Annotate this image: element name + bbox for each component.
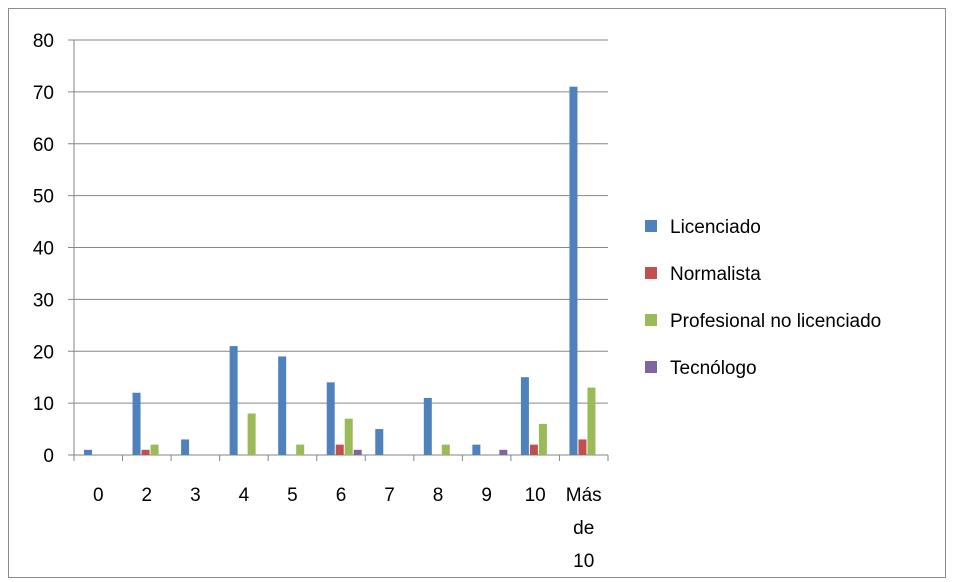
y-tick-label: 20 [33,342,54,363]
legend-label: Normalista [670,264,761,285]
y-tick-label: 80 [33,31,54,52]
bar-normalista [335,444,344,455]
legend-label: Tecnólogo [670,358,757,379]
x-tick-label: 10 [573,551,594,572]
legend: Licenciado Normalista Profesional no licen… [645,217,881,379]
bar-profesional-no-licenciado [150,444,159,455]
y-tick-labels: 0 10 20 30 40 50 60 70 80 [33,31,54,467]
bar-licenciado [181,439,190,455]
bar-licenciado [569,86,578,455]
bar-profesional-no-licenciado [247,413,256,455]
x-tick-label: 7 [384,485,395,506]
bar-profesional-no-licenciado [587,387,596,455]
y-tick-label: 40 [33,239,54,260]
x-tick-label: 3 [190,485,201,506]
legend-label: Profesional no licenciado [670,311,881,332]
legend-swatch [645,314,657,326]
x-tick-label: 6 [336,485,347,506]
bar-licenciado [520,377,529,455]
bar-licenciado [278,356,287,455]
bars [84,86,596,455]
chart-area [8,8,946,578]
x-tick-label: 2 [142,485,153,506]
x-tick-label: 5 [287,485,298,506]
legend-swatch [645,361,657,373]
bar-tecnólogo [499,449,508,455]
bar-profesional-no-licenciado [296,444,305,455]
bar-licenciado [326,382,335,455]
y-tick-label: 70 [33,83,54,104]
y-tick-label: 10 [33,394,54,415]
x-tick-label: Más [566,485,602,506]
x-tick-label: 8 [433,485,444,506]
bar-licenciado [84,449,92,455]
bar-profesional-no-licenciado [538,423,547,455]
bar-tecnólogo [353,449,362,455]
y-tick-label: 50 [33,187,54,208]
y-tick-label: 0 [43,446,54,467]
x-tick-label: 9 [481,485,492,506]
y-tick-label: 30 [33,290,54,311]
bar-licenciado [132,392,141,455]
x-tick-label: 10 [525,485,546,506]
bar-normalista [529,444,538,455]
bar-profesional-no-licenciado [441,444,450,455]
legend-swatch [645,220,657,232]
bar-licenciado [229,346,238,455]
bar-licenciado [423,397,432,455]
bar-profesional-no-licenciado [344,418,353,455]
bar-licenciado [472,444,481,455]
legend-swatch [645,267,657,279]
bar-licenciado [375,429,384,455]
legend-label: Licenciado [670,217,761,238]
y-tick-label: 60 [33,135,54,156]
x-tick-labels: 0 2 3 4 5 6 7 8 9 10 Más de 10 [93,485,602,572]
x-tick-label: de [573,518,594,539]
x-tick-label: 0 [93,485,104,506]
bar-normalista [141,449,150,455]
x-tick-label: 4 [239,485,250,506]
bar-normalista [578,439,587,455]
